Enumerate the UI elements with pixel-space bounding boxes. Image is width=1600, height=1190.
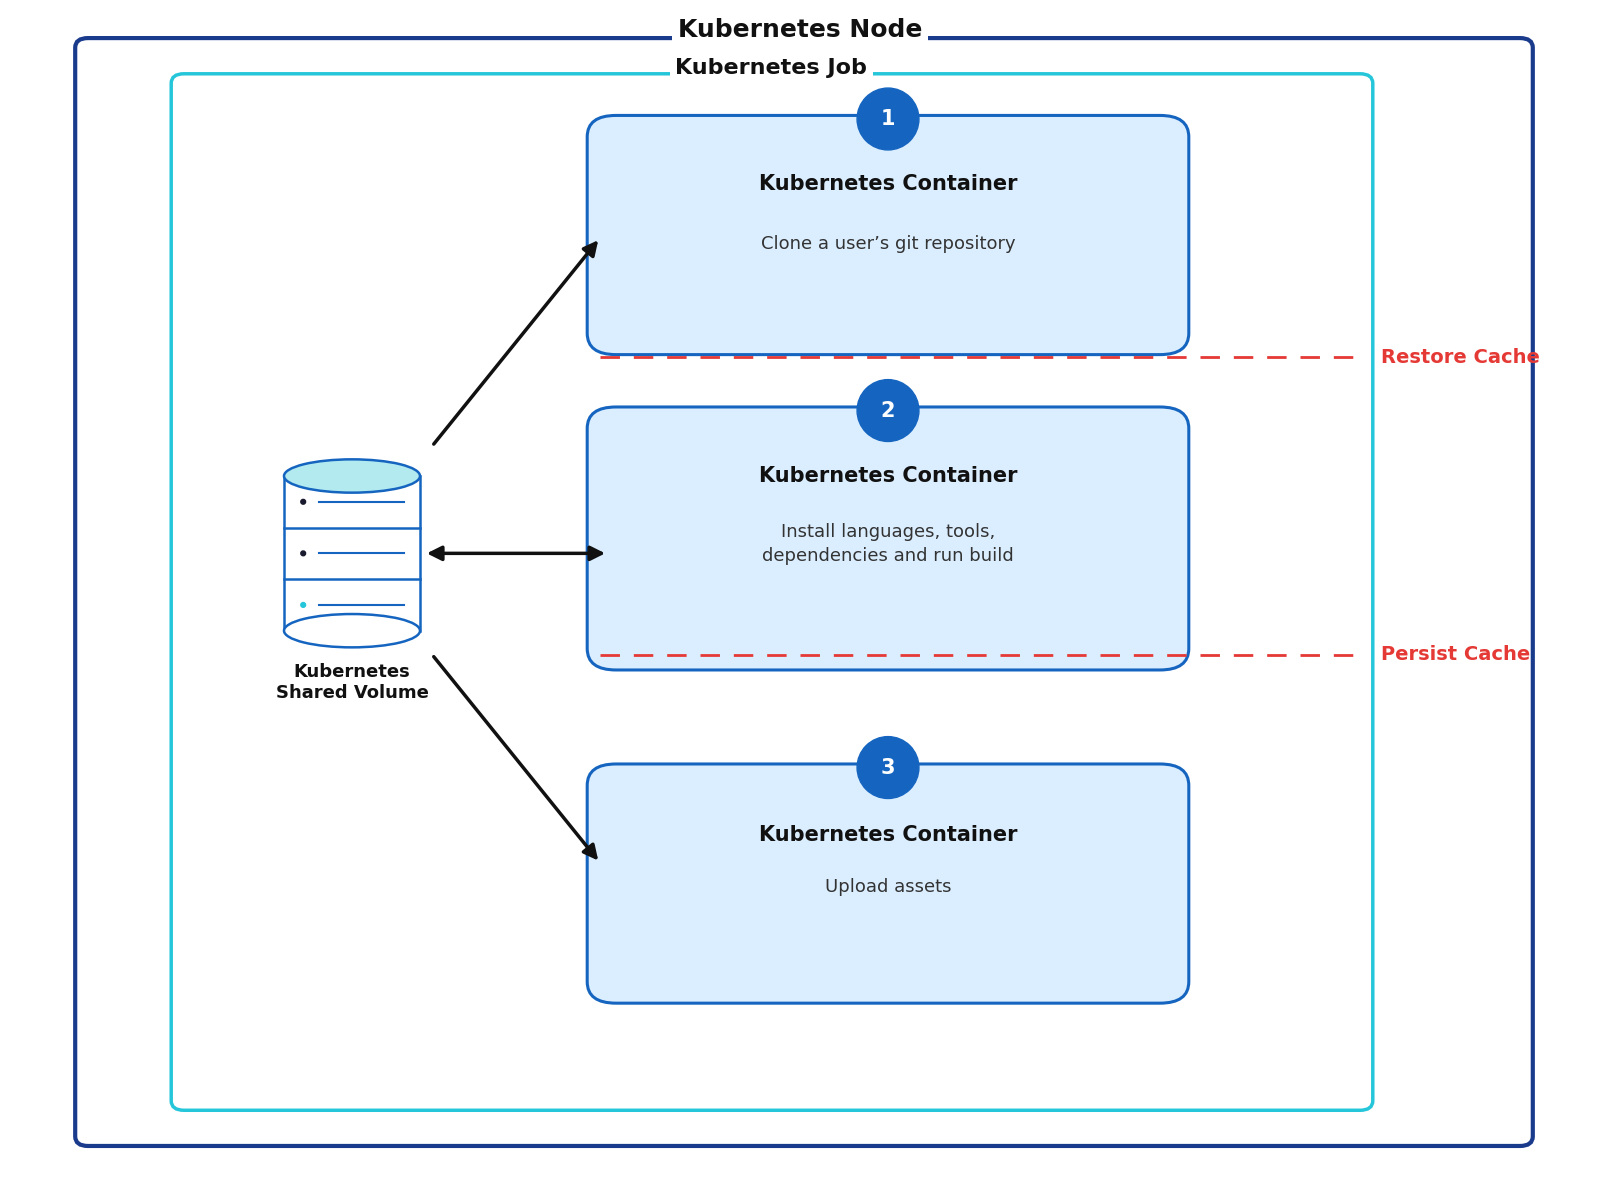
Bar xyxy=(285,476,419,631)
FancyBboxPatch shape xyxy=(587,115,1189,355)
FancyBboxPatch shape xyxy=(587,407,1189,670)
Ellipse shape xyxy=(858,380,918,441)
Text: 1: 1 xyxy=(880,109,896,129)
Text: Kubernetes Container: Kubernetes Container xyxy=(758,175,1018,194)
Text: Persist Cache: Persist Cache xyxy=(1381,645,1530,664)
Text: Kubernetes Job: Kubernetes Job xyxy=(675,58,867,77)
Ellipse shape xyxy=(301,551,306,556)
Text: Kubernetes
Shared Volume: Kubernetes Shared Volume xyxy=(275,663,429,702)
Text: Kubernetes Container: Kubernetes Container xyxy=(758,826,1018,845)
Text: Upload assets: Upload assets xyxy=(824,877,952,896)
Text: 2: 2 xyxy=(880,401,896,420)
Ellipse shape xyxy=(301,500,306,505)
Text: Clone a user’s git repository: Clone a user’s git repository xyxy=(760,234,1016,253)
Text: Kubernetes Node: Kubernetes Node xyxy=(678,18,922,42)
FancyBboxPatch shape xyxy=(587,764,1189,1003)
Text: Restore Cache: Restore Cache xyxy=(1381,347,1539,367)
Ellipse shape xyxy=(285,614,419,647)
Text: Install languages, tools,
dependencies and run build: Install languages, tools, dependencies a… xyxy=(762,524,1014,564)
Ellipse shape xyxy=(285,459,419,493)
Text: 3: 3 xyxy=(880,758,896,777)
Ellipse shape xyxy=(858,88,918,150)
Text: Kubernetes Container: Kubernetes Container xyxy=(758,466,1018,486)
Ellipse shape xyxy=(858,737,918,798)
Ellipse shape xyxy=(301,602,306,607)
